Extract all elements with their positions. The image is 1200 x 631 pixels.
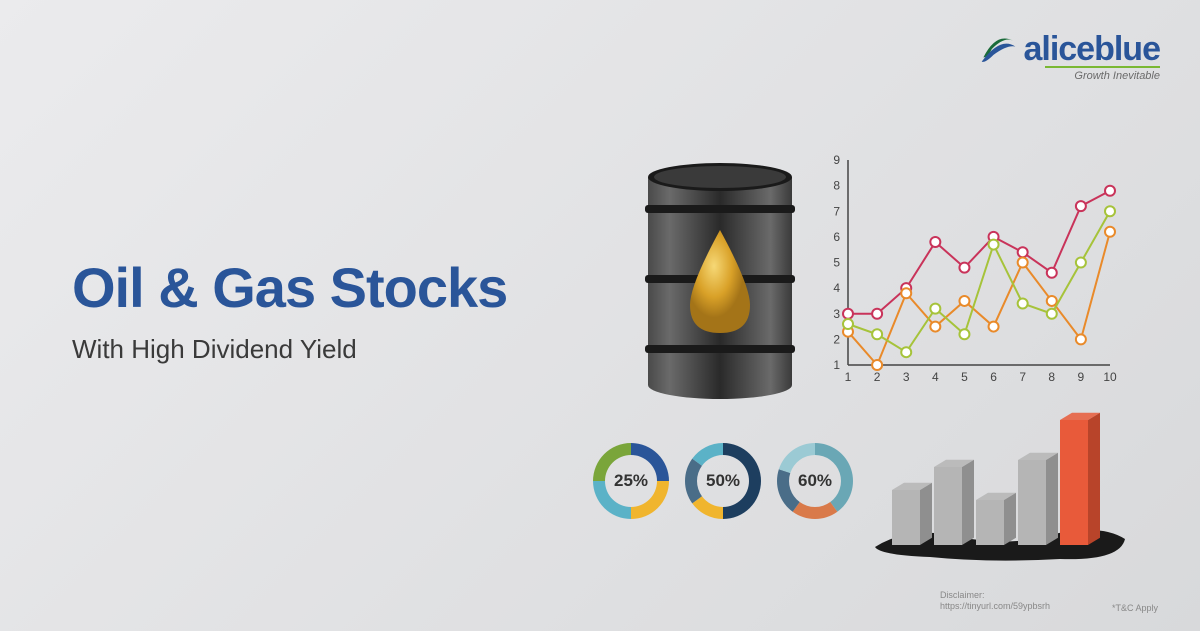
donut-charts: 25% 50% 60% <box>590 440 856 522</box>
svg-text:3: 3 <box>833 307 840 321</box>
svg-text:10: 10 <box>1103 370 1117 384</box>
page-subtitle: With High Dividend Yield <box>72 334 507 365</box>
logo-text: aliceblue <box>1023 30 1160 69</box>
donut-chart: 25% <box>590 440 672 522</box>
svg-text:3: 3 <box>903 370 910 384</box>
donut-chart: 50% <box>682 440 764 522</box>
svg-text:2: 2 <box>874 370 881 384</box>
brand-logo: aliceblue Growth Inevitable <box>975 28 1160 82</box>
donut-chart: 60% <box>774 440 856 522</box>
svg-text:5: 5 <box>961 370 968 384</box>
svg-text:1: 1 <box>845 370 852 384</box>
svg-text:2: 2 <box>833 332 840 346</box>
svg-text:9: 9 <box>1078 370 1085 384</box>
terms-text: *T&C Apply <box>1112 603 1158 613</box>
disclaimer-text: Disclaimer: https://tinyurl.com/59ypbsrh <box>940 590 1050 613</box>
disclaimer-url: https://tinyurl.com/59ypbsrh <box>940 601 1050 611</box>
svg-text:6: 6 <box>833 230 840 244</box>
logo-text-alice: alice <box>1023 30 1094 68</box>
oil-barrel-icon <box>640 155 800 400</box>
donut-label: 50% <box>706 471 740 491</box>
svg-text:6: 6 <box>990 370 997 384</box>
donut-label: 25% <box>614 471 648 491</box>
disclaimer-label: Disclaimer: <box>940 590 985 600</box>
logo-main: aliceblue <box>975 28 1160 70</box>
svg-text:4: 4 <box>833 281 840 295</box>
logo-tagline: Growth Inevitable <box>1045 66 1160 82</box>
logo-text-blue: blue <box>1094 30 1160 68</box>
donut-label: 60% <box>798 471 832 491</box>
svg-text:9: 9 <box>833 153 840 167</box>
svg-text:8: 8 <box>1048 370 1055 384</box>
svg-text:5: 5 <box>833 256 840 270</box>
line-chart: 1 2 3 4 5 6 7 8 9 1 2 3 4 5 6 7 8 9 10 <box>820 150 1120 390</box>
bar-chart <box>870 405 1130 565</box>
svg-text:8: 8 <box>833 179 840 193</box>
svg-text:7: 7 <box>1019 370 1026 384</box>
svg-text:1: 1 <box>833 358 840 372</box>
svg-text:7: 7 <box>833 204 840 218</box>
svg-text:4: 4 <box>932 370 939 384</box>
headline-block: Oil & Gas Stocks With High Dividend Yiel… <box>72 260 507 365</box>
logo-swoosh-icon <box>975 28 1017 70</box>
page-title: Oil & Gas Stocks <box>72 260 507 316</box>
